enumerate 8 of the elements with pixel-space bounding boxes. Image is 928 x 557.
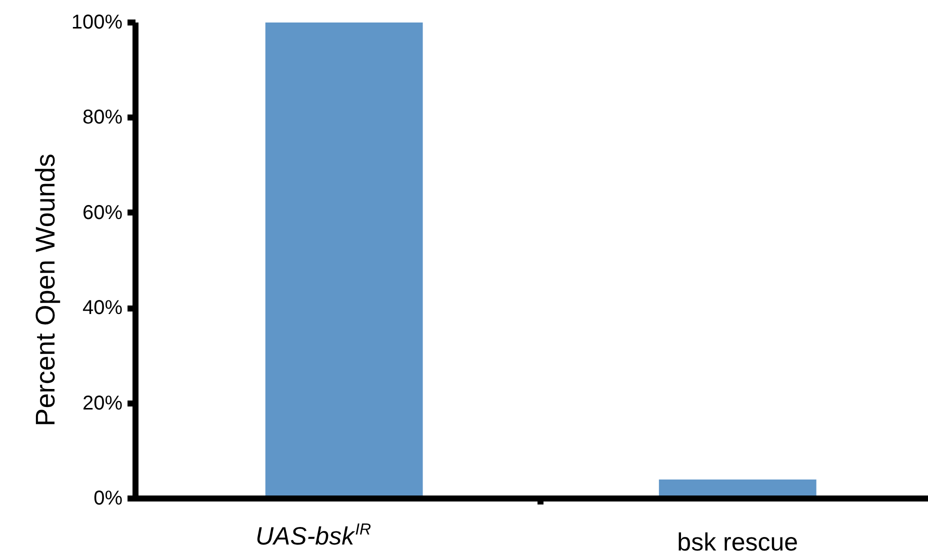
y-tick-label: 0% [94,488,123,510]
y-tick-label: 100% [71,12,123,34]
y-tick-label: 40% [82,297,123,320]
y-axis-title: Percent Open Wounds [30,154,60,426]
y-tick-label: 20% [82,392,123,414]
x-tick-label: bsk rescue [677,528,798,556]
y-tick-label: 60% [82,202,123,224]
y-tick-label: 80% [82,106,123,129]
